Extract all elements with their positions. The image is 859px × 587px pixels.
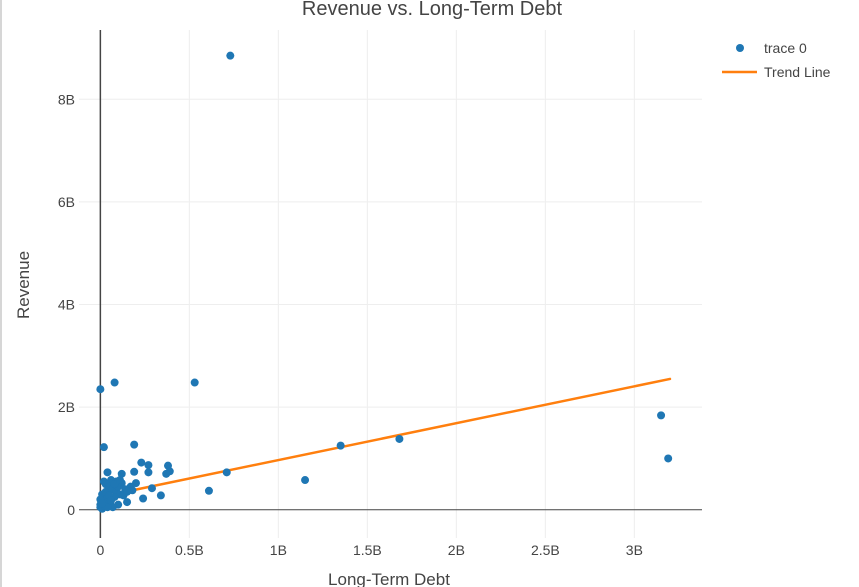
data-point: [395, 434, 404, 443]
legend-label-trend-line: Trend Line: [764, 64, 831, 80]
x-tick-label: 2B: [448, 542, 465, 558]
data-point: [139, 494, 148, 503]
x-tick-label: 1B: [270, 542, 287, 558]
data-point: [144, 468, 153, 477]
zero-lines: [79, 30, 702, 538]
data-point: [103, 468, 112, 477]
legend-item-trace-0[interactable]: trace 0: [736, 40, 807, 56]
data-point: [110, 378, 119, 387]
data-point: [190, 378, 199, 387]
data-point: [107, 496, 116, 505]
y-tick-label: 2B: [58, 399, 75, 415]
data-point: [156, 491, 165, 500]
x-axis-title: Long-Term Debt: [328, 570, 450, 587]
data-point: [123, 498, 132, 507]
chart-title: Revenue vs. Long-Term Debt: [302, 0, 563, 20]
y-tick-label: 0: [67, 502, 75, 518]
data-point: [144, 461, 153, 470]
data-point: [117, 469, 126, 478]
data-point: [99, 443, 108, 452]
legend-label-trace-0: trace 0: [764, 40, 807, 56]
data-point: [96, 385, 105, 394]
legend: trace 0 Trend Line: [722, 40, 831, 80]
y-tick-label: 4B: [58, 297, 75, 313]
trend-line: [99, 377, 672, 499]
left-border: [0, 0, 2, 587]
data-point: [123, 487, 132, 496]
data-point: [336, 441, 345, 450]
x-tick-label: 2.5B: [531, 542, 560, 558]
trend-layer: [99, 377, 672, 499]
legend-item-trend-line[interactable]: Trend Line: [722, 64, 831, 80]
data-point: [657, 411, 666, 420]
x-tick-labels: 0 0.5B 1B 1.5B 2B 2.5B 3B: [96, 542, 642, 558]
legend-marker-trace-0: [736, 44, 744, 52]
y-tick-label: 6B: [58, 194, 75, 210]
y-axis-title: Revenue: [14, 251, 33, 319]
data-point: [98, 499, 107, 508]
data-point: [137, 458, 146, 467]
x-tick-label: 1.5B: [353, 542, 382, 558]
points-layer: [96, 51, 673, 513]
data-point: [130, 440, 139, 449]
data-point: [301, 476, 310, 485]
data-point: [147, 484, 156, 493]
x-tick-label: 0.5B: [175, 542, 204, 558]
y-tick-labels: 0 2B 4B 6B 8B: [58, 91, 75, 518]
y-tick-label: 8B: [58, 91, 75, 107]
x-tick-label: 0: [96, 542, 104, 558]
data-point: [226, 51, 235, 60]
data-point: [130, 467, 139, 476]
grid: [79, 30, 702, 538]
data-point: [664, 454, 673, 463]
data-point: [204, 486, 213, 495]
x-tick-label: 3B: [626, 542, 643, 558]
data-point: [115, 476, 124, 485]
data-point: [162, 469, 171, 478]
data-point: [222, 468, 231, 477]
